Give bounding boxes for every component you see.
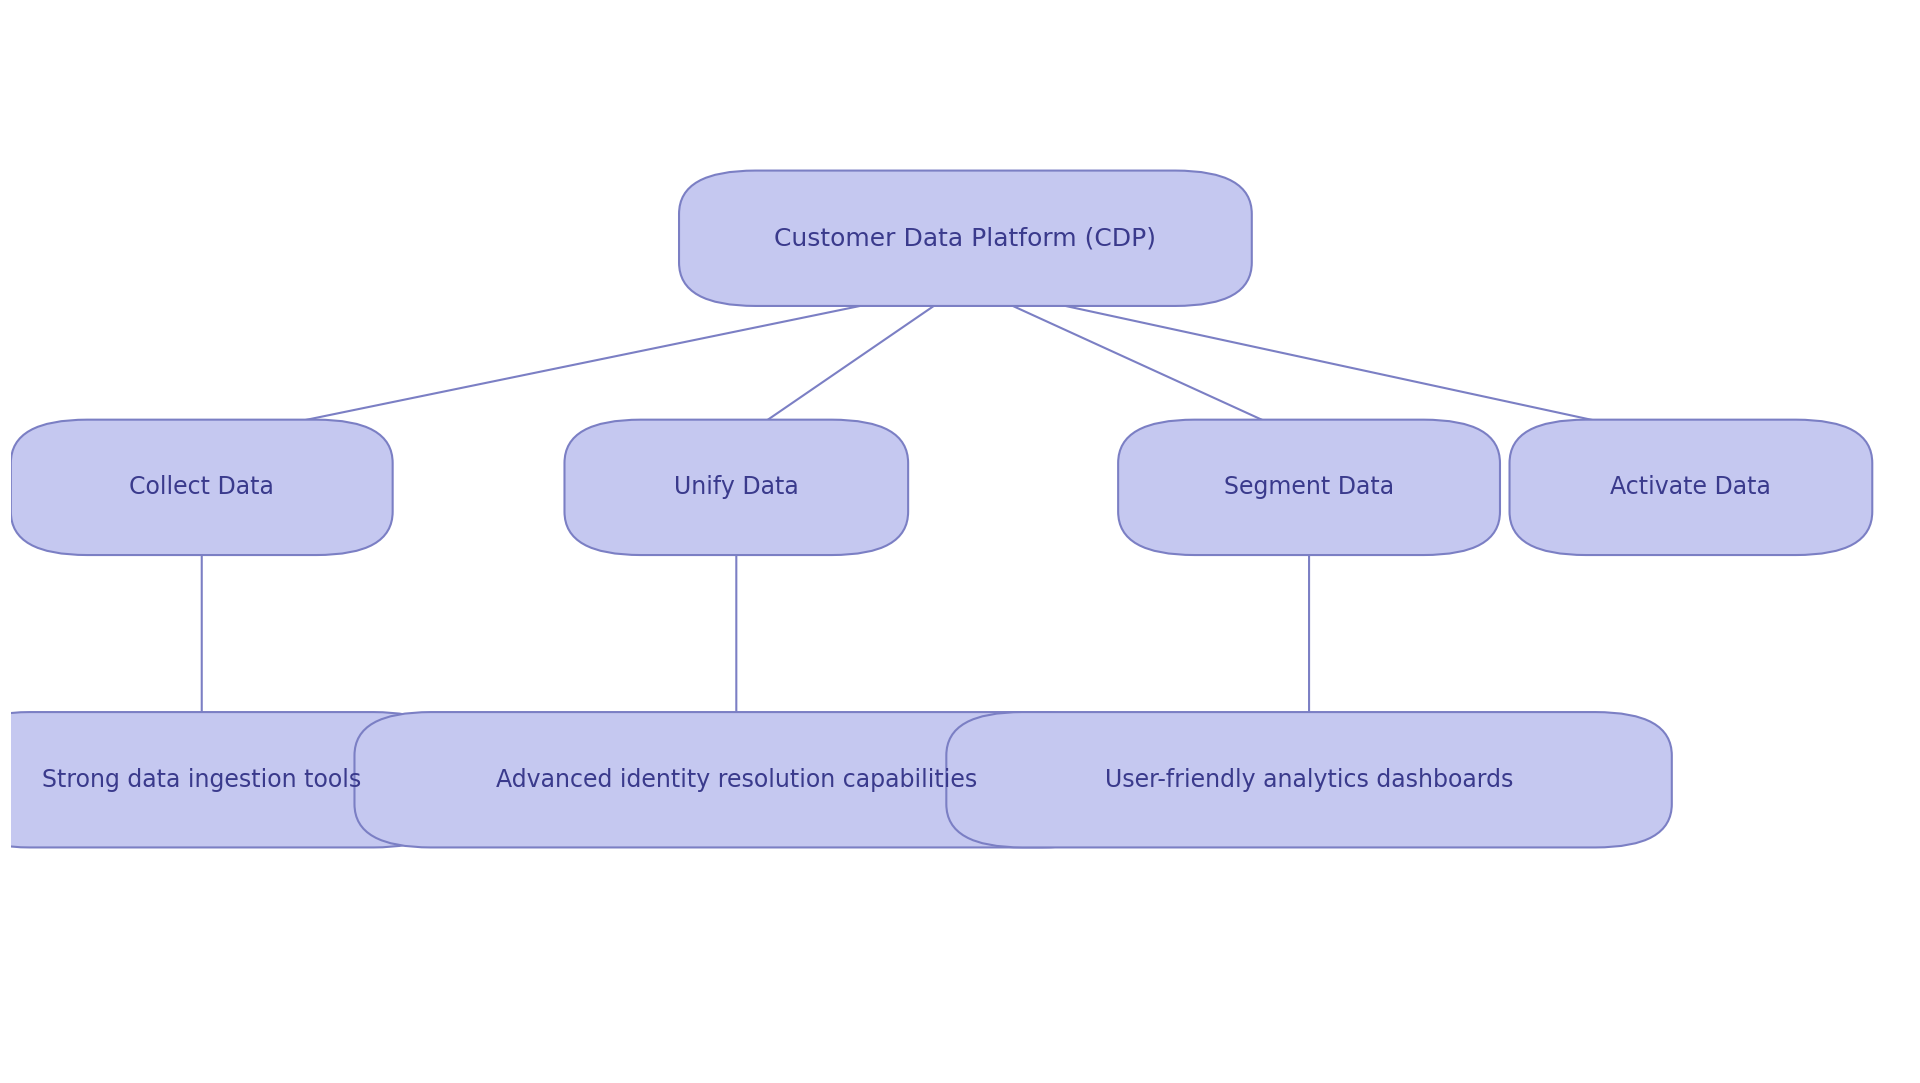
Text: Collect Data: Collect Data (129, 475, 275, 499)
FancyBboxPatch shape (12, 419, 394, 554)
Text: Unify Data: Unify Data (674, 475, 799, 499)
FancyBboxPatch shape (564, 419, 908, 554)
Text: Customer Data Platform (CDP): Customer Data Platform (CDP) (774, 226, 1156, 250)
FancyBboxPatch shape (680, 170, 1252, 305)
Text: Activate Data: Activate Data (1611, 475, 1772, 499)
FancyBboxPatch shape (1117, 419, 1500, 554)
Text: Advanced identity resolution capabilities: Advanced identity resolution capabilitie… (495, 768, 977, 792)
FancyBboxPatch shape (947, 713, 1672, 847)
Text: Segment Data: Segment Data (1225, 475, 1394, 499)
FancyBboxPatch shape (355, 713, 1117, 847)
FancyBboxPatch shape (0, 713, 449, 847)
FancyBboxPatch shape (1509, 419, 1872, 554)
Text: User-friendly analytics dashboards: User-friendly analytics dashboards (1104, 768, 1513, 792)
Text: Strong data ingestion tools: Strong data ingestion tools (42, 768, 361, 792)
